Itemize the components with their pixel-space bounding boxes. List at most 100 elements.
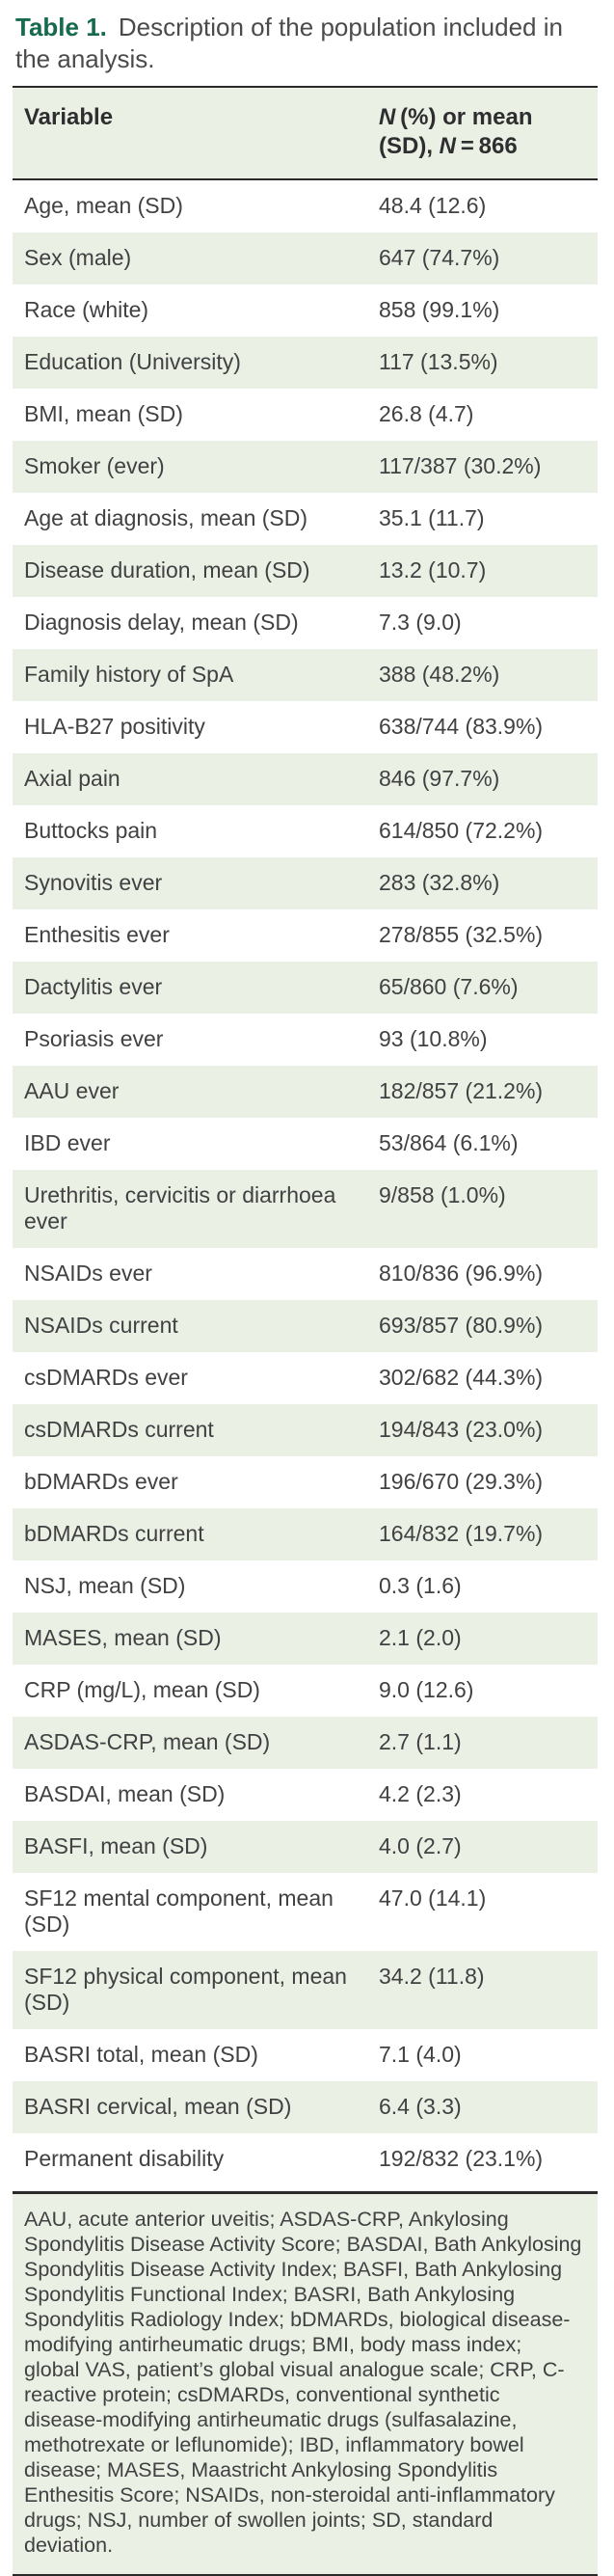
row-label: Age at diagnosis, mean (SD) [24,505,308,530]
table-row: AAU ever 182/857 (21.2%) [13,1066,598,1118]
row-value: 117 (13.5%) [379,349,498,374]
table-row: Buttocks pain 614/850 (72.2%) [13,805,598,857]
row-value: 7.1 (4.0) [379,2042,462,2067]
population-table: Variable N (%) or mean (SD), N = 866 Age… [13,86,598,2185]
table-row: SF12 physical component, mean (SD) 34.2 (… [13,1951,598,2029]
row-value: 614/850 (72.2%) [379,818,544,843]
row-value: 192/832 (23.1%) [379,2146,544,2171]
row-label: Diagnosis delay, mean (SD) [24,610,299,635]
row-label: Disease duration, mean (SD) [24,557,310,583]
row-value: 858 (99.1%) [379,297,500,322]
table-row: Diagnosis delay, mean (SD) 7.3 (9.0) [13,597,598,649]
row-value: 117/387 (30.2%) [379,453,542,478]
row-value: 388 (48.2%) [379,662,500,687]
row-value: 283 (32.8%) [379,870,500,895]
row-label: csDMARDs ever [24,1365,188,1390]
table-row: Axial pain 846 (97.7%) [13,753,598,805]
table-row: Urethritis, cervicitis or diarrhoea ever… [13,1170,598,1248]
row-value: 4.2 (2.3) [379,1781,462,1806]
row-label: NSJ, mean (SD) [24,1573,186,1598]
row-value: 9/858 (1.0%) [379,1182,506,1207]
row-label: SF12 physical component, mean (SD) [24,1964,347,2015]
row-value: 182/857 (21.2%) [379,1078,544,1103]
row-value: 846 (97.7%) [379,766,500,791]
table-row: Synovitis ever 283 (32.8%) [13,857,598,909]
table-row: Smoker (ever) 117/387 (30.2%) [13,441,598,493]
row-label: Buttocks pain [24,818,158,843]
table-row: IBD ever 53/864 (6.1%) [13,1118,598,1170]
row-label: csDMARDs current [24,1417,214,1442]
row-label: BASRI total, mean (SD) [24,2042,258,2067]
row-value: 196/670 (29.3%) [379,1469,544,1494]
table-row: Race (white) 858 (99.1%) [13,285,598,337]
table-row: MASES, mean (SD) 2.1 (2.0) [13,1613,598,1665]
row-value: 35.1 (11.7) [379,505,485,530]
table-row: Permanent disability 192/832 (23.1%) [13,2133,598,2185]
table-row: ASDAS-CRP, mean (SD) 2.7 (1.1) [13,1717,598,1769]
table-row: NSAIDs ever 810/836 (96.9%) [13,1248,598,1300]
row-label: HLA-B27 positivity [24,714,205,739]
row-label: Education (University) [24,349,241,374]
row-label: Race (white) [24,297,149,322]
row-value: 164/832 (19.7%) [379,1521,544,1546]
table-row: csDMARDs current 194/843 (23.0%) [13,1404,598,1456]
row-value: 693/857 (80.9%) [379,1313,544,1338]
table-row: SF12 mental component, mean (SD) 47.0 (14… [13,1873,598,1951]
row-value: 65/860 (7.6%) [379,974,519,999]
table-row: Psoriasis ever 93 (10.8%) [13,1014,598,1066]
row-label: CRP (mg/L), mean (SD) [24,1677,260,1702]
table-row: csDMARDs ever 302/682 (44.3%) [13,1352,598,1404]
row-label: Dactylitis ever [24,974,163,999]
row-value: 6.4 (3.3) [379,2094,462,2119]
table-row: HLA-B27 positivity 638/744 (83.9%) [13,701,598,753]
table-row: Dactylitis ever 65/860 (7.6%) [13,962,598,1014]
table-header-row: Variable N (%) or mean (SD), N = 866 [13,88,598,180]
row-label: Permanent disability [24,2146,225,2171]
row-label: Family history of SpA [24,662,234,687]
table-row: Sex (male) 647 (74.7%) [13,232,598,285]
table-row: BASRI cervical, mean (SD) 6.4 (3.3) [13,2081,598,2133]
row-label: SF12 mental component, mean (SD) [24,1885,334,1937]
row-value: 2.7 (1.1) [379,1729,462,1754]
row-value: 278/855 (32.5%) [379,922,544,947]
row-value: 34.2 (11.8) [379,1964,485,1989]
row-value: 26.8 (4.7) [379,401,474,426]
row-value: 13.2 (10.7) [379,557,487,583]
row-label: Enthesitis ever [24,922,170,947]
row-value: 647 (74.7%) [379,245,500,270]
row-label: Synovitis ever [24,870,163,895]
row-label: BASRI cervical, mean (SD) [24,2094,292,2119]
table-row: bDMARDs current 164/832 (19.7%) [13,1508,598,1560]
table-row: BASFI, mean (SD) 4.0 (2.7) [13,1821,598,1873]
row-label: Age, mean (SD) [24,193,183,218]
row-label: AAU ever [24,1078,120,1103]
table-row: Enthesitis ever 278/855 (32.5%) [13,909,598,962]
table-footnote: AAU, acute anterior uveitis; ASDAS-CRP, … [13,2191,598,2576]
column-header-value: N (%) or mean (SD), N = 866 [379,104,533,159]
population-table-wrapper: Variable N (%) or mean (SD), N = 866 Age… [13,86,598,2576]
row-value: 4.0 (2.7) [379,1833,462,1858]
row-label: Smoker (ever) [24,453,165,478]
table-row: bDMARDs ever 196/670 (29.3%) [13,1456,598,1508]
row-label: NSAIDs ever [24,1261,152,1286]
table-row: Family history of SpA 388 (48.2%) [13,649,598,701]
row-value: 2.1 (2.0) [379,1625,462,1650]
table-row: Education (University) 117 (13.5%) [13,337,598,389]
table-row: NSJ, mean (SD) 0.3 (1.6) [13,1560,598,1613]
row-label: Urethritis, cervicitis or diarrhoea ever [24,1182,336,1234]
column-header-variable: Variable [24,104,114,130]
row-label: Psoriasis ever [24,1026,164,1051]
table-row: CRP (mg/L), mean (SD) 9.0 (12.6) [13,1665,598,1717]
row-value: 93 (10.8%) [379,1026,488,1051]
row-value: 53/864 (6.1%) [379,1130,519,1155]
row-label: NSAIDs current [24,1313,178,1338]
row-label: Sex (male) [24,245,132,270]
row-label: BMI, mean (SD) [24,401,183,426]
row-value: 0.3 (1.6) [379,1573,462,1598]
row-value: 48.4 (12.6) [379,193,487,218]
table-row: Age at diagnosis, mean (SD) 35.1 (11.7) [13,493,598,545]
row-label: BASFI, mean (SD) [24,1833,208,1858]
row-value: 9.0 (12.6) [379,1677,474,1702]
row-label: IBD ever [24,1130,111,1155]
